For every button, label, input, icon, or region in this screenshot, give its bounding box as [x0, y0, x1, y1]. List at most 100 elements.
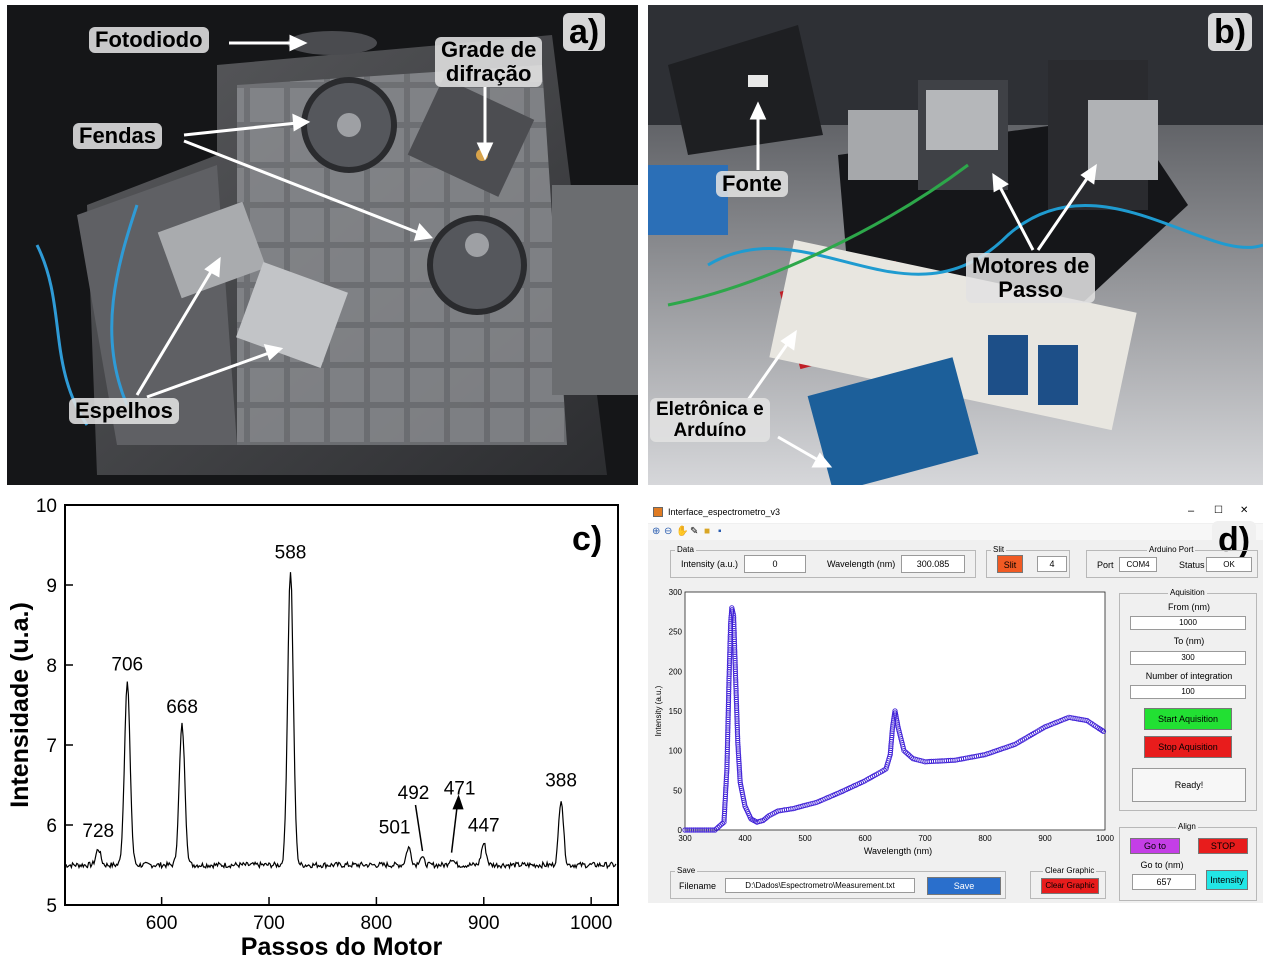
peak-label: 706: [111, 655, 143, 676]
pan-icon[interactable]: ✋: [676, 526, 689, 537]
x-tick-label: 900: [468, 913, 500, 934]
photo-panel-b: Fonte Motores de Passo Eletrônica e Ardu…: [648, 5, 1263, 485]
data-point: [713, 826, 720, 832]
y-tick-label: 10: [36, 496, 57, 517]
label-fonte: Fonte: [716, 171, 788, 197]
plot-frame: [64, 504, 619, 906]
x-tick-label: 700: [253, 913, 285, 934]
peak-label: 728: [82, 821, 114, 842]
peak-arrow: [414, 804, 424, 852]
plot-x-tick-label: 1000: [1096, 834, 1114, 843]
integration-field[interactable]: 100: [1130, 685, 1246, 699]
wavelength-label: Wavelength (nm): [827, 559, 896, 569]
peak-label: 501: [379, 817, 411, 838]
data-cursor-icon[interactable]: ✎: [690, 526, 699, 537]
plot-y-axis-label: Intensity (a.u.): [654, 685, 663, 736]
peak-label: 588: [275, 543, 307, 564]
close-button[interactable]: ✕: [1240, 505, 1249, 516]
filename-field[interactable]: D:\Dados\Espectrometro\Measurement.txt: [725, 878, 915, 893]
label-motores-line1: Motores de: [972, 253, 1090, 278]
clear-group-title: Clear Graphic: [1043, 866, 1097, 875]
save-button[interactable]: Save: [927, 877, 1001, 895]
zoom-in-icon[interactable]: ⊕: [652, 526, 661, 537]
chart-panel-c: 600 700 800 900 1000 5 6 7 8 9 10 728 706 668 588 501 4…: [0, 490, 640, 956]
to-field[interactable]: 300: [1130, 651, 1246, 665]
save-group: Save Filename D:\Dados\Espectrometro\Mea…: [670, 866, 1006, 899]
peak-label: 492: [398, 783, 430, 804]
y-tick-label: 7: [46, 736, 57, 757]
x-axis-label: Passos do Motor: [241, 933, 443, 956]
data-point: [1100, 728, 1107, 734]
label-motores-line2: Passo: [998, 277, 1064, 302]
wavelength-field[interactable]: 300.085: [901, 555, 965, 573]
label-eletronica-arduino: Eletrônica e Arduíno: [650, 398, 770, 442]
intensity-button[interactable]: Intensity: [1206, 870, 1248, 890]
peak-arrow-head: [452, 794, 464, 810]
plot-y-tick-label: 100: [669, 747, 683, 756]
from-label: From (nm): [1168, 602, 1210, 612]
zoom-out-icon[interactable]: ⊖: [664, 526, 673, 537]
plot-x-axis-label: Wavelength (nm): [864, 846, 932, 856]
label-eletronica-line2: Arduíno: [673, 420, 747, 441]
acquisition-group: Aquisition From (nm) 1000 To (nm) 300 Nu…: [1119, 588, 1257, 811]
spectrum-line: [64, 572, 617, 870]
start-acquisition-button[interactable]: Start Aquisition: [1144, 708, 1232, 730]
label-grade-line1: Grade de: [441, 37, 537, 62]
plot-y-tick-label: 250: [669, 628, 683, 637]
stop-acquisition-button[interactable]: Stop Aquisition: [1144, 736, 1232, 758]
setup-photo: [648, 5, 1263, 485]
save-group-title: Save: [675, 866, 698, 875]
data-point: [728, 619, 734, 625]
intensity-field[interactable]: 0: [744, 555, 806, 573]
integration-label: Number of integration: [1145, 671, 1233, 681]
open-folder-icon[interactable]: ■: [704, 526, 711, 537]
label-grade-difracao: Grade de difração: [435, 37, 543, 87]
clear-graphic-button[interactable]: Clear Graphic: [1041, 878, 1099, 894]
slit-button[interactable]: Slit: [997, 555, 1023, 573]
go-to-field[interactable]: 657: [1132, 874, 1196, 890]
y-axis-label: Intensidade (u.a.): [6, 602, 34, 808]
data-point: [716, 823, 723, 829]
label-eletronica-line1: Eletrônica e: [656, 399, 764, 420]
x-tick-label: 1000: [570, 913, 612, 934]
from-field[interactable]: 1000: [1130, 616, 1246, 630]
label-fendas: Fendas: [73, 123, 163, 149]
plot-x-tick-label: 800: [978, 834, 992, 843]
port-field[interactable]: COM4: [1119, 557, 1157, 572]
port-label: Port: [1097, 560, 1114, 570]
emission-spectrum-chart: 600 700 800 900 1000 5 6 7 8 9 10 728 706 668 588 501 4…: [6, 496, 619, 956]
plot-x-tick-label: 900: [1038, 834, 1052, 843]
align-group: Align Go to STOP Go to (nm) 657 Intensit…: [1119, 822, 1257, 901]
save-icon[interactable]: ▪: [718, 526, 722, 537]
plot-y-tick-label: 200: [669, 667, 683, 676]
label-fotodiodo: Fotodiodo: [89, 27, 209, 53]
go-to-button[interactable]: Go to: [1130, 838, 1180, 854]
plot-y-tick-label: 0: [678, 826, 683, 835]
to-label: To (nm): [1173, 636, 1205, 646]
peak-label: 388: [545, 771, 577, 792]
data-point: [905, 752, 912, 758]
slit-value-field[interactable]: 4: [1037, 556, 1067, 572]
plot-x-tick-label: 300: [678, 834, 692, 843]
data-point: [901, 748, 907, 754]
plot-x-tick-label: 500: [798, 834, 812, 843]
acquisition-group-title: Aquisition: [1168, 588, 1207, 597]
y-tick-label: 5: [46, 896, 57, 917]
plot-y-tick-label: 50: [673, 786, 682, 795]
clear-graphic-group: Clear Graphic Clear Graphic: [1030, 866, 1106, 899]
arduino-port-group: Arduino Port Port COM4 Status OK: [1086, 545, 1258, 578]
plot-y-tick-label: 300: [669, 588, 683, 597]
data-point: [712, 827, 718, 833]
align-stop-button[interactable]: STOP: [1198, 838, 1248, 854]
y-tick-label: 9: [46, 576, 57, 597]
title-bar: Interface_espectrometro_v3 – ☐ ✕: [648, 503, 1263, 523]
maximize-button[interactable]: ☐: [1214, 505, 1223, 516]
label-grade-line2: difração: [445, 61, 532, 86]
window-title: Interface_espectrometro_v3: [668, 507, 781, 517]
status-label: Status: [1179, 560, 1205, 570]
peak-arrow: [450, 802, 459, 853]
acquisition-status-box: Ready!: [1132, 768, 1246, 802]
toolbar: ⊕ ⊖ ✋ ✎ ■ ▪: [648, 524, 1263, 540]
minimize-button[interactable]: –: [1188, 505, 1195, 517]
acquisition-plot[interactable]: 300 400 500 600 700 800 900 1000 0 50 100 150 200 250…: [648, 587, 1118, 867]
